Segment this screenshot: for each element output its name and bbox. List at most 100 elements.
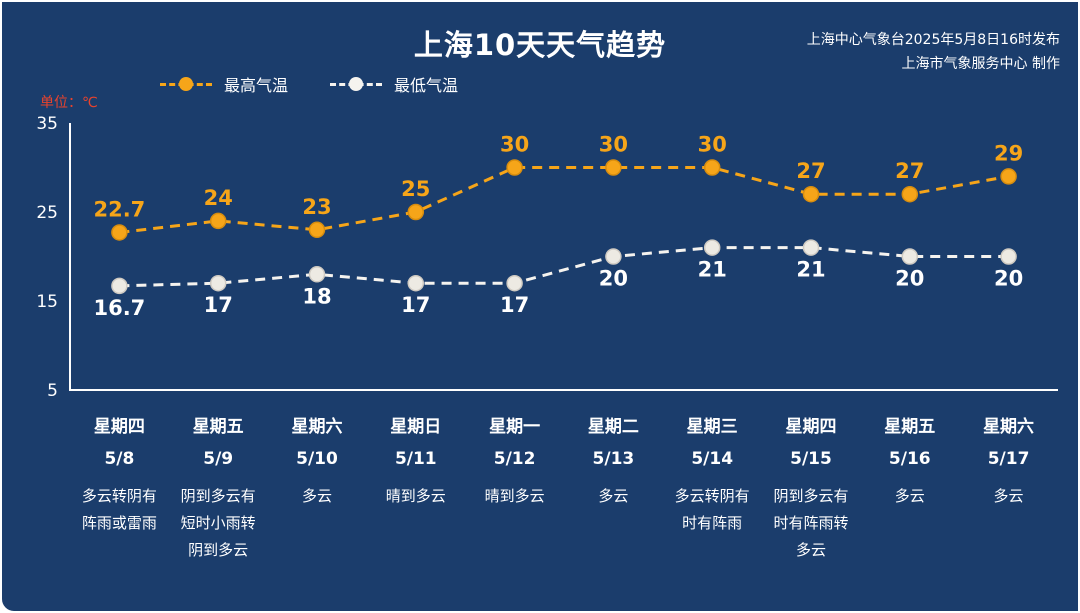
chart-legend: 最高气温 最低气温: [160, 72, 458, 96]
legend-item-min: 最低气温: [330, 72, 458, 96]
weather-description: 多云转阴有阵雨或雷雨: [81, 487, 157, 532]
data-point: [703, 159, 721, 176]
data-label: 20: [994, 267, 1023, 291]
data-label: 29: [994, 141, 1023, 165]
max-temp-line-icon: [160, 76, 212, 92]
date-label: 5/16: [888, 449, 931, 469]
weather-description: 晴到多云: [484, 487, 545, 505]
data-point: [407, 274, 425, 292]
day-column: 星期五 5/16 多云: [860, 398, 959, 564]
data-label: 17: [204, 293, 233, 317]
date-label: 5/8: [104, 449, 135, 469]
data-point: [308, 221, 326, 239]
weekday-label: 星期二: [587, 417, 639, 437]
legend-max-label: 最高气温: [224, 76, 289, 95]
date-label: 5/9: [203, 449, 234, 469]
day-column: 星期三 5/14 多云转阴有时有阵雨: [663, 398, 762, 564]
weather-description: 多云: [894, 487, 925, 505]
min-temp-line-icon: [330, 76, 383, 92]
legend-min-label: 最低气温: [394, 76, 459, 95]
dot-icon: [179, 77, 193, 91]
data-label: 24: [204, 186, 233, 210]
data-point: [703, 239, 721, 256]
weekday-label: 星期三: [686, 417, 738, 437]
data-point: [802, 239, 820, 256]
data-label: 17: [401, 293, 430, 317]
data-point: [605, 159, 622, 176]
date-label: 5/10: [296, 449, 338, 469]
data-point: [111, 224, 128, 241]
series-line-min: [119, 246, 1009, 288]
data-point: [209, 212, 227, 230]
weekday-label: 星期六: [983, 417, 1035, 437]
data-label: 18: [302, 284, 331, 308]
data-point: [605, 248, 622, 265]
weekday-label: 星期四: [93, 417, 145, 437]
data-point: [1000, 248, 1017, 265]
data-point: [901, 248, 919, 265]
day-column: 星期六 5/17 多云: [959, 398, 1058, 564]
data-point: [506, 274, 523, 292]
series-line-max: [119, 166, 1009, 234]
data-point: [506, 159, 523, 176]
data-label: 25: [401, 177, 430, 201]
weather-description: 阴到多云有短时小雨转阴到多云: [180, 487, 256, 559]
y-axis-tick: 35: [36, 114, 58, 134]
y-axis-tick: 25: [36, 203, 58, 223]
data-label: 27: [796, 159, 825, 183]
weekday-label: 星期日: [390, 417, 442, 437]
y-axis-tick: 15: [36, 292, 58, 312]
dot-icon: [349, 77, 364, 91]
x-axis-day-labels: 星期四 5/8 多云转阴有阵雨或雷雨 星期五 5/9 阴到多云有短时小雨转阴到多云 星期六 5…: [70, 398, 1058, 564]
data-point: [802, 185, 820, 203]
data-point: [111, 277, 128, 295]
data-point: [308, 266, 326, 283]
data-label: 21: [796, 258, 825, 282]
weather-description: 多云: [598, 487, 629, 505]
legend-item-max: 最高气温: [160, 72, 288, 96]
date-label: 5/17: [987, 449, 1030, 469]
data-label: 17: [500, 293, 529, 317]
source-line-1: 上海中心气象台2025年5月8日16时发布: [806, 32, 1060, 48]
date-label: 5/12: [493, 449, 536, 469]
day-column: 星期六 5/10 多云: [268, 398, 367, 564]
weather-description: 多云转阴有时有阵雨: [674, 487, 750, 532]
weekday-label: 星期六: [291, 417, 343, 437]
data-label: 20: [599, 267, 628, 291]
day-column: 星期四 5/8 多云转阴有阵雨或雷雨: [70, 398, 169, 564]
weekday-label: 星期四: [785, 417, 837, 437]
day-column: 星期二 5/13 多云: [564, 398, 663, 564]
data-label: 30: [599, 133, 628, 157]
weekday-label: 星期五: [884, 417, 936, 437]
data-label: 22.7: [93, 197, 145, 221]
weekday-label: 星期五: [192, 417, 244, 437]
data-label: 27: [895, 159, 924, 183]
weather-description: 多云: [993, 487, 1024, 505]
day-column: 星期一 5/12 晴到多云: [465, 398, 564, 564]
weather-description: 阴到多云有时有阵雨转多云: [773, 487, 849, 559]
day-column: 星期五 5/9 阴到多云有短时小雨转阴到多云: [169, 398, 268, 564]
data-label: 20: [895, 267, 924, 291]
data-point: [407, 203, 425, 221]
chart-axes: [69, 123, 1058, 391]
unit-label: 单位：℃: [40, 95, 98, 111]
data-label: 30: [500, 133, 529, 157]
date-label: 5/13: [592, 449, 635, 469]
data-point: [209, 274, 227, 292]
data-label: 16.7: [93, 296, 145, 320]
data-label: 21: [698, 258, 727, 282]
data-label: 23: [302, 195, 331, 219]
date-label: 5/11: [394, 449, 437, 469]
data-point: [901, 185, 919, 203]
page-title: 上海10天天气趋势: [413, 28, 667, 62]
date-label: 5/14: [691, 449, 734, 469]
weekday-label: 星期一: [489, 417, 541, 437]
weather-description: 多云: [301, 487, 332, 505]
y-axis-tick: 5: [47, 381, 58, 401]
data-point: [1000, 168, 1017, 185]
day-column: 星期日 5/11 晴到多云: [366, 398, 465, 564]
day-column: 星期四 5/15 阴到多云有时有阵雨转多云: [762, 398, 861, 564]
source-info: 上海中心气象台2025年5月8日16时发布 上海市气象服务中心 制作: [807, 28, 1060, 76]
